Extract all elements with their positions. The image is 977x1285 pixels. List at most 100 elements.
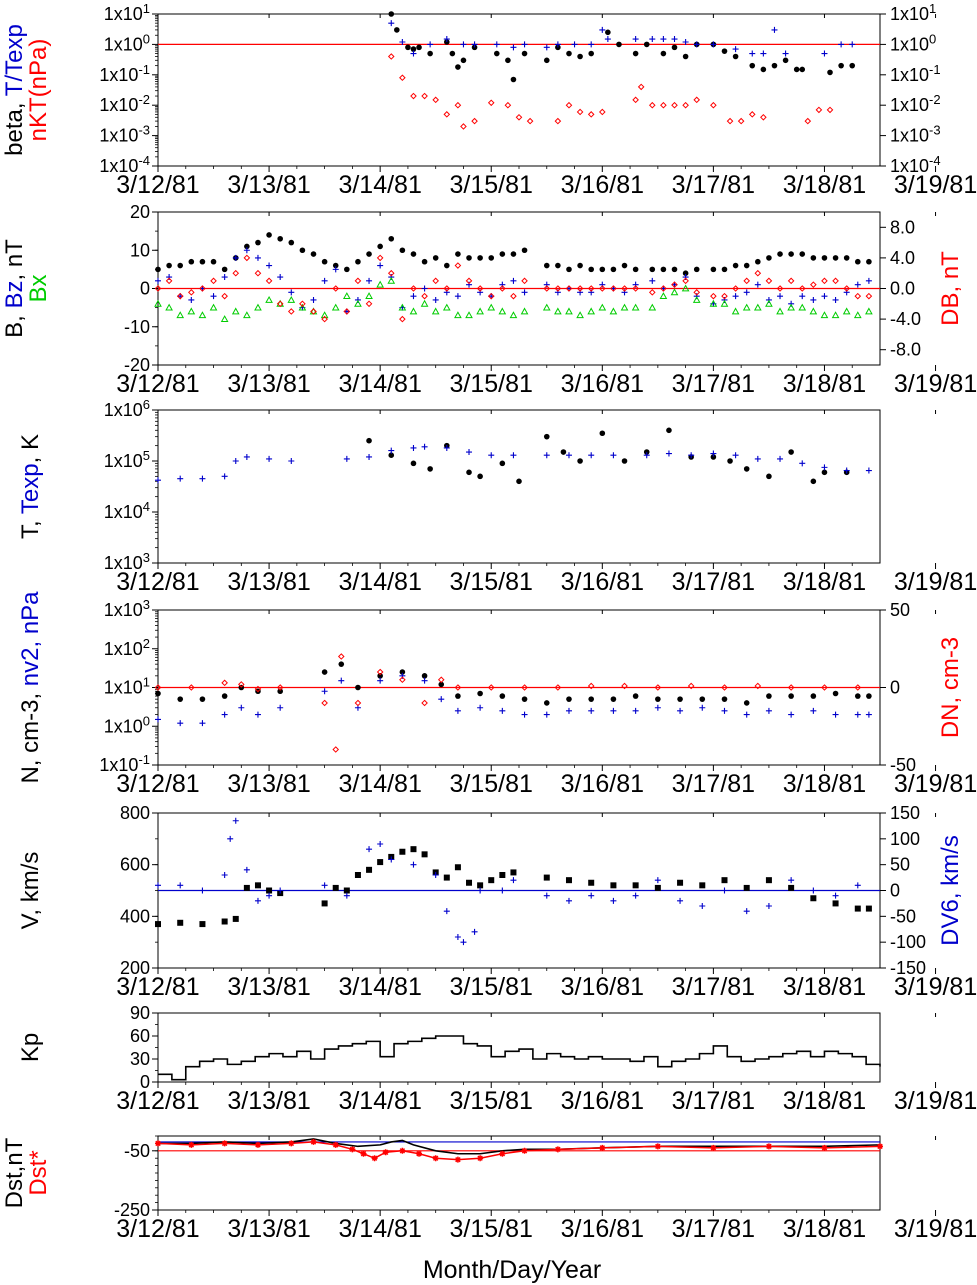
x-tick-label: 3/15/81 (450, 568, 533, 596)
data-point (521, 289, 528, 296)
data-point (438, 681, 445, 688)
series-dn (154, 653, 862, 753)
data-point (454, 934, 461, 940)
data-point (648, 101, 656, 109)
data-point (877, 1143, 883, 1150)
data-point (866, 258, 872, 265)
data-point (466, 449, 473, 456)
data-point (521, 1147, 528, 1154)
data-point (543, 285, 551, 292)
data-point (776, 307, 784, 315)
data-point (604, 36, 611, 43)
data-point (565, 307, 573, 315)
data-point (466, 281, 473, 288)
data-point (832, 711, 839, 718)
data-point (243, 247, 250, 254)
data-point (399, 315, 406, 323)
data-point (199, 921, 206, 928)
data-point (154, 684, 162, 691)
y2-tick-label: -100 (890, 932, 926, 952)
data-point (576, 285, 584, 292)
data-point (220, 315, 229, 322)
data-point (588, 452, 595, 459)
data-point (788, 884, 795, 891)
data-point (777, 455, 784, 462)
data-point (454, 101, 462, 109)
x-tick-label: 3/14/81 (338, 370, 421, 398)
data-point (709, 299, 718, 307)
data-point (516, 478, 522, 485)
data-point (754, 269, 762, 277)
data-point (849, 41, 856, 48)
data-point (388, 856, 395, 863)
data-point (688, 452, 695, 459)
data-point (610, 897, 617, 904)
x-tick-label: 3/14/81 (338, 770, 421, 798)
data-point (521, 711, 528, 718)
y2-tick-label: 50 (890, 855, 910, 875)
data-point (332, 285, 340, 292)
y-tick-label: 400 (120, 906, 150, 926)
x-tick-label: 3/13/81 (227, 171, 310, 199)
data-point (588, 266, 594, 273)
data-point (621, 289, 628, 296)
y2-tick-label: 8.0 (890, 217, 915, 237)
data-point (810, 255, 817, 261)
data-point (710, 266, 717, 273)
data-point (377, 243, 383, 250)
y-tick-label: 1x105 (104, 448, 150, 471)
data-point (299, 247, 306, 254)
data-point (699, 903, 706, 909)
data-point (555, 262, 561, 269)
data-point (266, 892, 273, 899)
data-point (804, 117, 812, 125)
y2-tick-label: 100 (890, 829, 920, 849)
x-tick-label: 3/14/81 (338, 171, 421, 199)
data-point (410, 46, 417, 52)
data-point (421, 292, 428, 300)
data-point (399, 38, 406, 45)
data-point (366, 866, 373, 873)
data-point (432, 96, 439, 104)
x-tick-label: 3/19/81 (894, 1215, 977, 1243)
data-point (665, 450, 672, 457)
y-tick-label: 1x104 (104, 499, 150, 522)
data-point (388, 11, 395, 17)
data-point (543, 433, 550, 440)
y2-tick-label: -8.0 (890, 340, 921, 360)
data-point (376, 280, 385, 288)
data-point (443, 36, 450, 43)
data-point (692, 295, 701, 303)
y-tick-label: 1x106 (104, 397, 150, 420)
data-point (681, 284, 690, 292)
data-point (599, 430, 606, 437)
y2-tick-label: 1x10-4 (890, 153, 941, 176)
data-point (177, 720, 184, 727)
data-point (416, 1150, 423, 1157)
data-point (710, 450, 717, 457)
data-point (499, 707, 506, 714)
data-point (771, 26, 778, 33)
data-point (510, 76, 517, 83)
data-point (265, 277, 273, 285)
data-point (377, 841, 384, 847)
data-point (388, 20, 395, 27)
data-point (854, 281, 861, 288)
data-point (721, 48, 728, 54)
data-point (677, 707, 684, 714)
data-point (266, 887, 273, 894)
y-tick-label: 0 (140, 1072, 150, 1092)
data-point (732, 452, 739, 459)
data-point (198, 311, 207, 319)
data-point (693, 266, 700, 273)
data-point (565, 897, 572, 904)
data-point (865, 467, 872, 474)
data-point (221, 872, 228, 878)
data-point (682, 101, 689, 109)
data-point (710, 1144, 717, 1151)
y-tick-label: 10 (130, 240, 150, 260)
data-point (865, 905, 872, 912)
data-point (565, 285, 573, 292)
series-n (155, 661, 872, 706)
y-tick-label: 1x100 (104, 31, 150, 54)
